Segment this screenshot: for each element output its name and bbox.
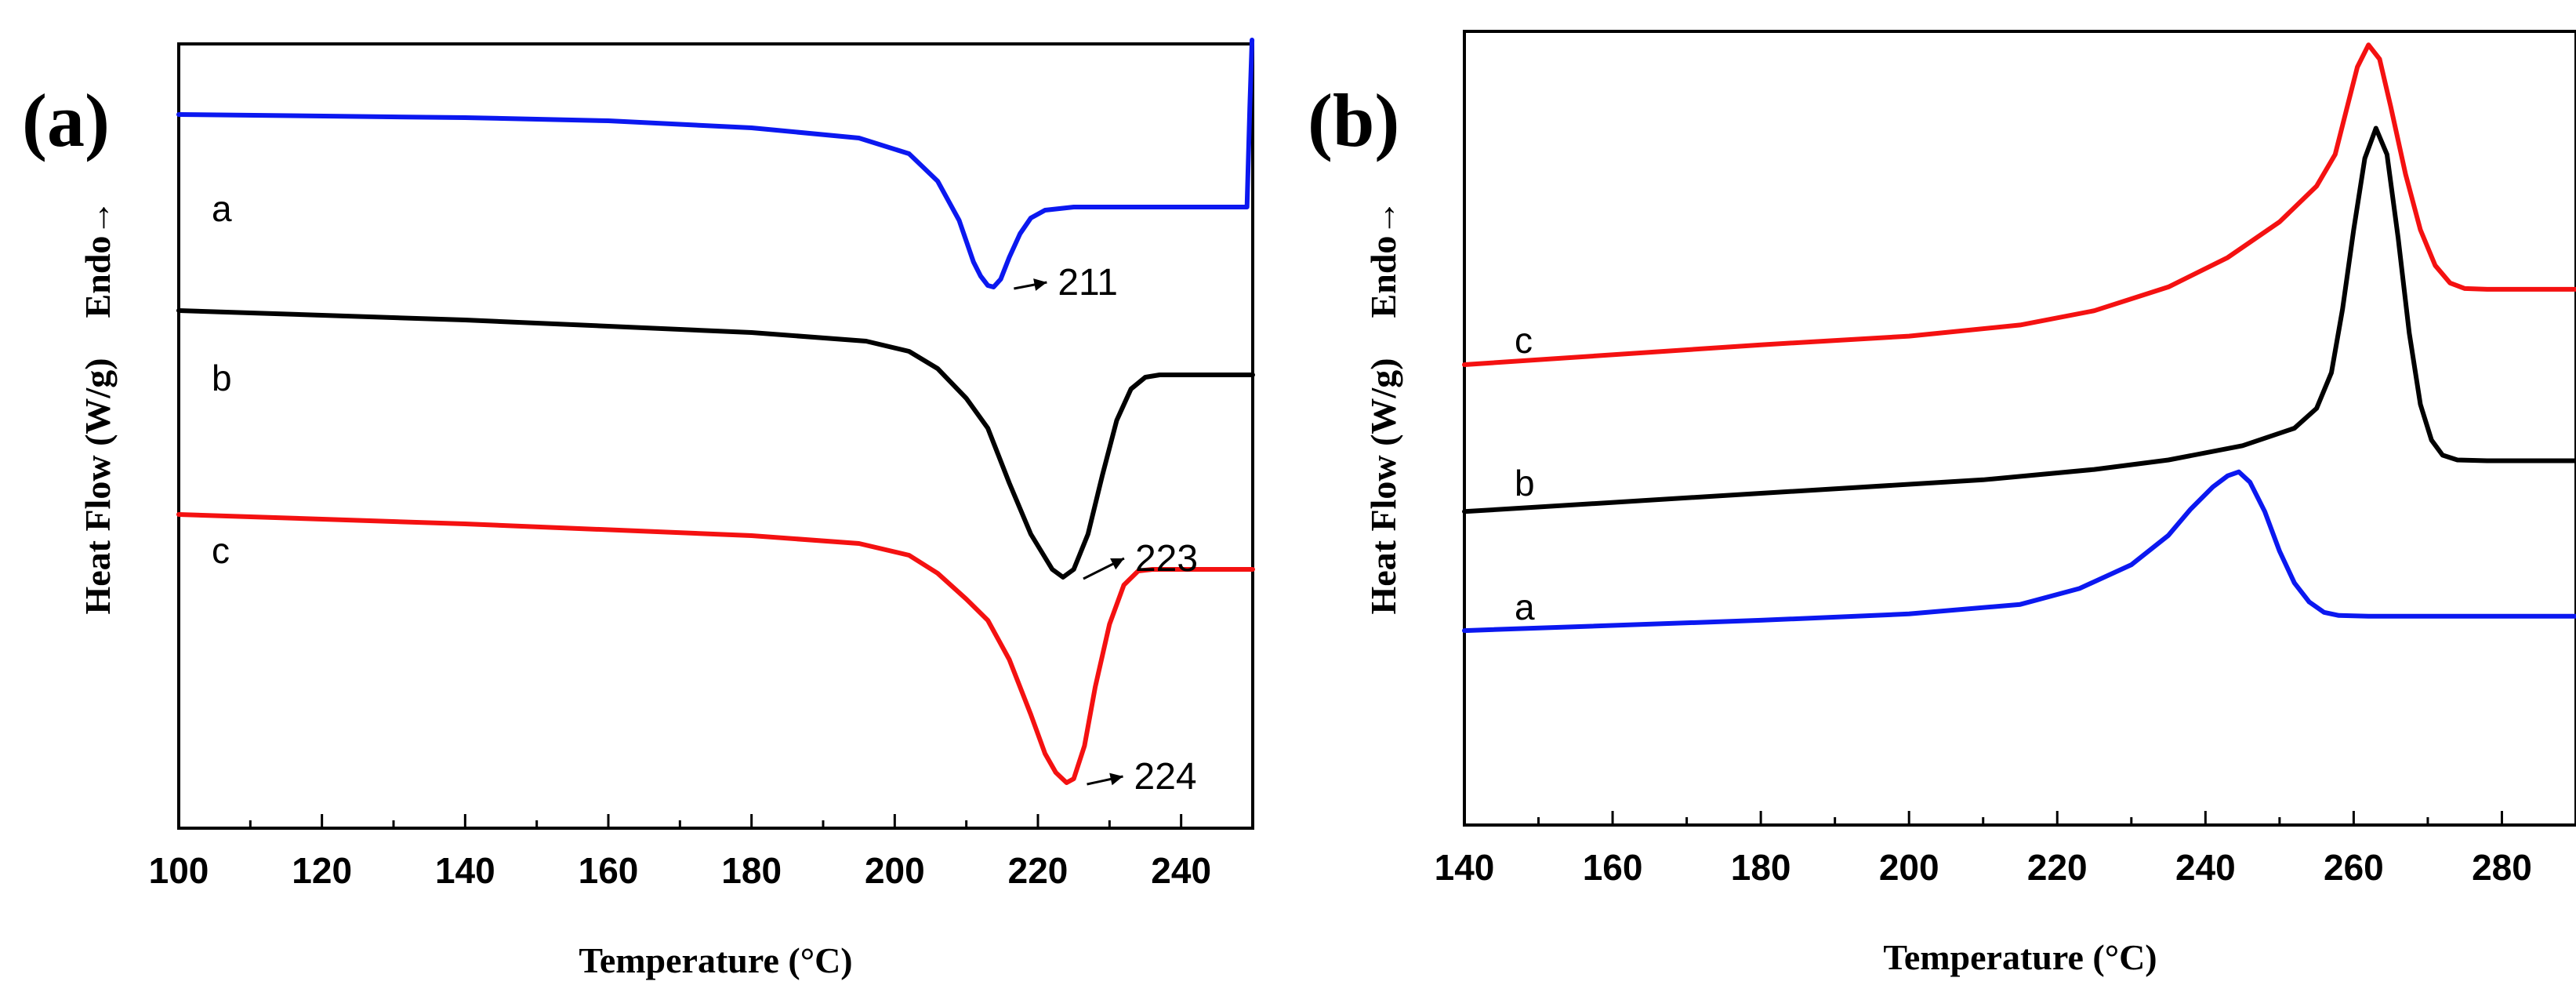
annotation-arrow-head <box>1109 772 1123 786</box>
x-tick-label: 160 <box>1583 847 1643 888</box>
series-label-a: a <box>212 188 232 229</box>
series-label-c: c <box>212 530 230 571</box>
x-tick-label: 100 <box>149 850 209 891</box>
x-tick-label: 280 <box>2472 847 2532 888</box>
chart-panel-a: 100 120 140 160 180 200 220 240 Temperature (°C)… <box>22 38 1255 980</box>
y-axis-label: Heat Flow (W/g) <box>1363 358 1403 614</box>
x-tick-label: 180 <box>721 850 782 891</box>
plot-frame <box>1463 30 2576 827</box>
peak-annotation-223: 223 <box>1135 538 1198 580</box>
series-line-b <box>1462 125 2576 514</box>
y-axis-label: Heat Flow (W/g) <box>78 358 118 614</box>
x-tick-label: 200 <box>865 850 925 891</box>
panel-label: (b) <box>1308 78 1399 162</box>
series-line-b <box>176 308 1255 580</box>
series-line-a <box>1462 469 2576 634</box>
series-line-c <box>176 512 1255 785</box>
peak-annotation-211: 211 <box>1058 262 1118 304</box>
panel-label: (a) <box>22 78 110 162</box>
x-tick-label: 240 <box>2175 847 2236 888</box>
x-tick-label: 220 <box>2027 847 2088 888</box>
series-line-a <box>176 38 1255 289</box>
x-tick-label: 240 <box>1151 850 1211 891</box>
series-label-b: b <box>1515 463 1535 503</box>
x-tick-label: 220 <box>1008 850 1068 891</box>
series-label-a: a <box>1515 587 1535 627</box>
plot-frame <box>177 42 1254 830</box>
peak-annotation-224: 224 <box>1134 756 1197 798</box>
x-tick-label: 180 <box>1731 847 1791 888</box>
x-axis-label: Temperature (°C) <box>1883 937 2157 977</box>
annotation-arrow-head <box>1033 278 1047 291</box>
x-tick-label: 160 <box>579 850 639 891</box>
endo-direction-label: Endo→ <box>1363 200 1403 318</box>
x-tick-label: 140 <box>435 850 495 891</box>
annotation-arrow-head <box>1110 558 1124 570</box>
x-tick-label: 260 <box>2324 847 2384 888</box>
endo-direction-label: Endo→ <box>78 200 118 318</box>
series-label-b: b <box>212 358 232 398</box>
x-axis-label: Temperature (°C) <box>579 940 852 980</box>
chart-panel-b: 140 160 180 200 220 240 260 280 Temperature (°C)… <box>1308 30 2576 977</box>
series-line-c <box>1462 42 2576 367</box>
x-tick-label: 120 <box>292 850 352 891</box>
series-label-c: c <box>1515 320 1533 361</box>
x-tick-label: 200 <box>1879 847 1939 888</box>
x-tick-label: 140 <box>1435 847 1495 888</box>
